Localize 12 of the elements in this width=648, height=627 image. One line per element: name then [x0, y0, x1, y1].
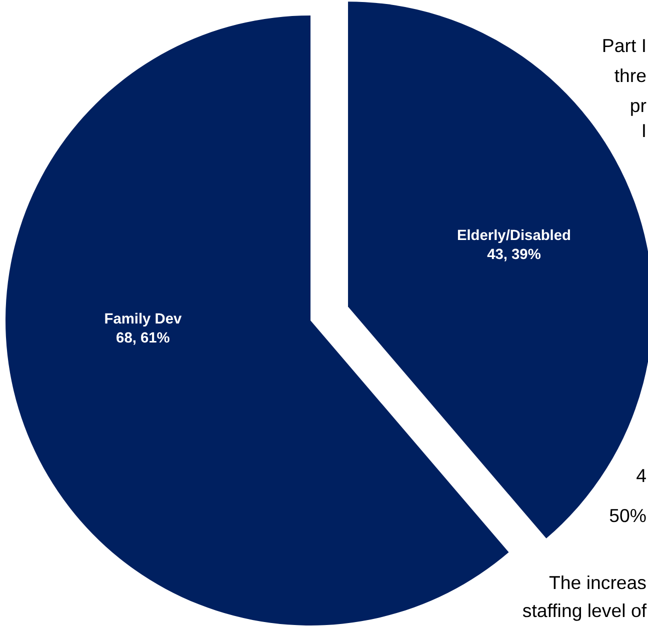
data-label: 43, 39% [487, 246, 541, 263]
text: pr [630, 95, 647, 116]
text: staffing level of [522, 600, 648, 621]
text: 50% [609, 505, 647, 526]
data-label: 68, 61% [116, 330, 170, 346]
text: I [641, 120, 647, 141]
slice-label: Family Dev [104, 311, 183, 328]
text: 4 [636, 465, 647, 486]
text: The increas [549, 572, 647, 593]
text: thre [614, 65, 647, 86]
slice-label: Elderly/Disabled [456, 228, 571, 244]
text: Part I [602, 35, 647, 56]
